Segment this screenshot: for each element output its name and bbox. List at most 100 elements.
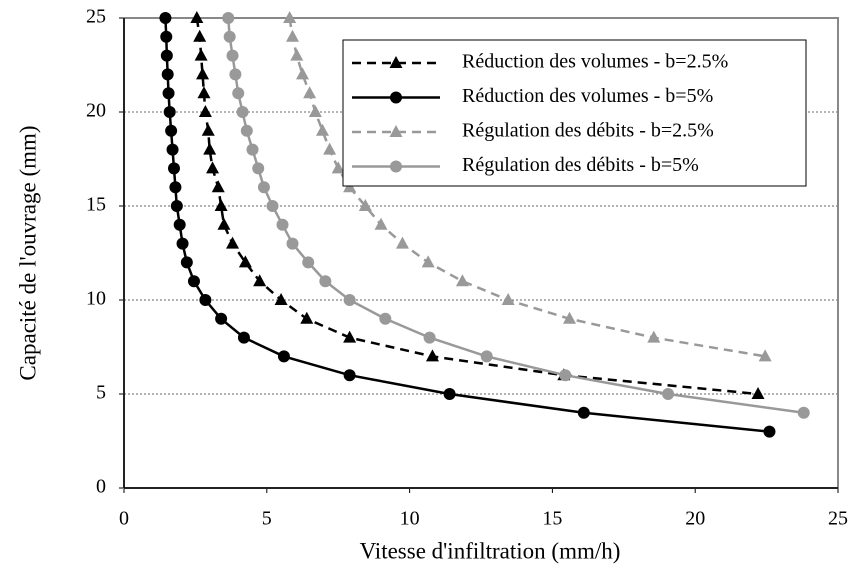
data-point xyxy=(343,294,356,306)
data-point xyxy=(283,11,297,23)
data-point xyxy=(331,161,345,174)
data-point xyxy=(266,200,279,212)
y-axis-label: Capacité de l'ouvrage (mm) xyxy=(15,125,40,380)
legend-marker xyxy=(390,91,402,104)
data-point xyxy=(296,67,309,80)
data-point xyxy=(211,180,225,193)
data-point xyxy=(443,388,456,400)
data-point xyxy=(252,162,265,175)
data-point xyxy=(226,49,239,62)
data-point xyxy=(662,388,675,400)
data-point xyxy=(237,331,250,344)
data-point xyxy=(315,123,329,136)
data-point xyxy=(165,124,178,137)
data-point xyxy=(229,68,242,81)
data-point xyxy=(758,349,772,362)
data-point xyxy=(167,162,180,175)
data-point xyxy=(563,311,577,324)
data-point xyxy=(190,11,204,23)
data-point xyxy=(226,236,240,249)
data-point xyxy=(169,181,182,194)
series-line xyxy=(226,17,804,415)
data-point xyxy=(343,369,356,382)
data-point xyxy=(170,200,183,212)
y-tick-label: 20 xyxy=(86,100,106,122)
data-point xyxy=(274,293,288,305)
y-tick-label: 25 xyxy=(86,6,106,28)
data-point xyxy=(425,349,439,362)
y-tick-label: 15 xyxy=(86,194,106,216)
data-point xyxy=(166,143,179,156)
data-point xyxy=(797,406,810,419)
data-point xyxy=(303,86,317,99)
data-point xyxy=(206,161,220,174)
data-point xyxy=(358,199,372,211)
x-tick-label: 0 xyxy=(119,508,129,530)
y-tick-label: 10 xyxy=(86,288,106,310)
legend-marker xyxy=(389,56,403,68)
x-tick-label: 25 xyxy=(828,508,848,530)
y-tick-label: 5 xyxy=(96,382,106,404)
data-point xyxy=(374,217,388,230)
data-point xyxy=(286,237,299,250)
data-point xyxy=(193,29,207,42)
data-point xyxy=(323,142,337,155)
series-line xyxy=(195,17,759,396)
data-point xyxy=(236,106,249,118)
data-point xyxy=(161,68,174,81)
data-point xyxy=(159,12,172,24)
data-point xyxy=(455,274,469,287)
data-point xyxy=(763,425,776,438)
data-point xyxy=(176,237,189,250)
x-tick-label: 15 xyxy=(542,508,562,530)
data-point xyxy=(215,312,228,325)
data-point xyxy=(232,87,245,100)
data-point xyxy=(246,143,259,156)
data-point xyxy=(257,181,270,194)
data-point xyxy=(559,369,572,382)
legend-marker xyxy=(389,125,403,137)
x-tick-label: 20 xyxy=(685,508,705,530)
data-point xyxy=(163,106,176,118)
data-point xyxy=(395,236,409,249)
data-point xyxy=(501,293,515,305)
data-point xyxy=(223,30,236,43)
data-point xyxy=(196,67,210,80)
data-point xyxy=(343,330,357,343)
data-point xyxy=(217,217,231,230)
data-point xyxy=(173,218,186,231)
data-point xyxy=(379,312,392,325)
data-point xyxy=(421,255,435,268)
data-point xyxy=(187,275,200,288)
data-point xyxy=(160,49,173,62)
data-point xyxy=(286,29,300,42)
data-point xyxy=(423,331,436,344)
data-point xyxy=(480,350,493,363)
data-point xyxy=(577,406,590,419)
legend-label: Réduction des volumes - b=5% xyxy=(462,85,713,107)
data-point xyxy=(238,255,252,268)
data-point xyxy=(214,199,228,211)
data-point xyxy=(647,330,661,343)
data-point xyxy=(253,274,267,287)
x-tick-label: 10 xyxy=(400,508,420,530)
data-point xyxy=(199,294,212,306)
legend-label: Régulation des débits - b=5% xyxy=(462,154,699,176)
legend-label: Régulation des débits - b=2.5% xyxy=(462,120,714,142)
data-point xyxy=(319,275,332,288)
data-point xyxy=(277,350,290,363)
data-point xyxy=(162,87,175,100)
data-point xyxy=(194,48,208,61)
data-point xyxy=(197,86,211,99)
legend-label: Réduction des volumes - b=2.5% xyxy=(462,51,728,73)
data-point xyxy=(302,256,315,269)
data-point xyxy=(203,142,217,155)
data-point xyxy=(276,218,289,231)
x-axis-label: Vitesse d'infiltration (mm/h) xyxy=(360,538,621,563)
legend-marker xyxy=(390,160,402,173)
y-tick-label: 0 xyxy=(96,476,106,498)
x-tick-label: 5 xyxy=(262,508,272,530)
data-point xyxy=(300,311,314,324)
data-point xyxy=(180,256,193,269)
